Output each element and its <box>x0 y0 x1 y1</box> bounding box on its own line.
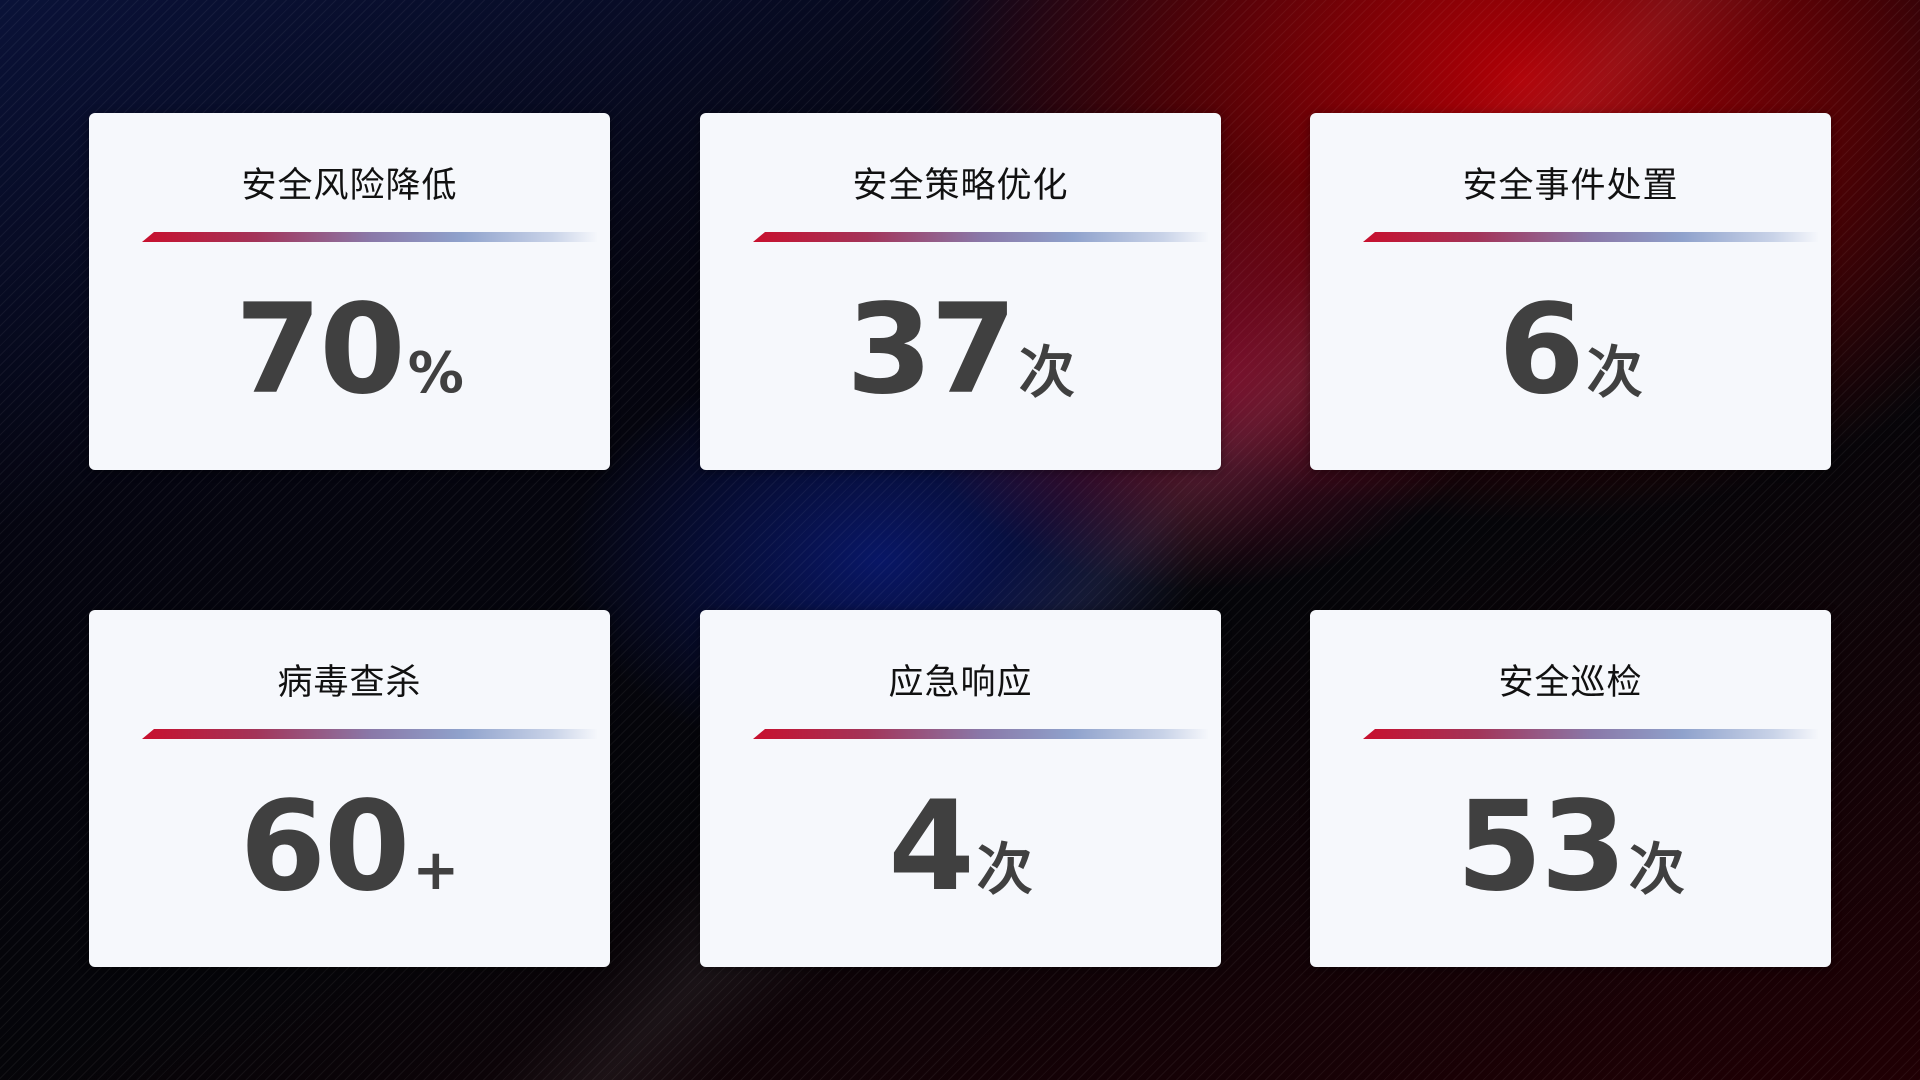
stat-value: 6次 <box>1310 278 1831 422</box>
stat-value: 4次 <box>700 775 1221 919</box>
stat-title: 安全事件处置 <box>1462 166 1679 206</box>
gradient-divider <box>1363 729 1819 739</box>
stat-title: 病毒查杀 <box>277 663 422 703</box>
stat-unit: 次 <box>1628 838 1685 903</box>
stat-value: 53次 <box>1310 775 1831 919</box>
stat-card: 病毒查杀 60+ <box>89 610 610 967</box>
stat-unit: % <box>407 341 464 406</box>
stat-number: 60 <box>239 775 411 919</box>
gradient-divider <box>142 729 598 739</box>
stat-title: 应急响应 <box>888 663 1033 703</box>
stat-number: 70 <box>235 278 406 422</box>
stat-unit: 次 <box>1018 341 1075 406</box>
stat-card: 应急响应 4次 <box>700 610 1221 967</box>
stat-number: 53 <box>1456 775 1627 919</box>
stat-card: 安全策略优化 37次 <box>700 113 1221 470</box>
stat-unit: + <box>412 838 460 903</box>
gradient-divider <box>753 729 1209 739</box>
stat-number: 6 <box>1498 278 1584 422</box>
stat-number: 37 <box>846 278 1017 422</box>
stat-value: 70% <box>89 278 610 422</box>
stat-unit: 次 <box>976 838 1033 903</box>
stat-title: 安全策略优化 <box>852 166 1069 206</box>
gradient-divider <box>753 232 1209 242</box>
stat-card: 安全巡检 53次 <box>1310 610 1831 967</box>
stat-card: 安全事件处置 6次 <box>1310 113 1831 470</box>
gradient-divider <box>1363 232 1819 242</box>
stat-title: 安全风险降低 <box>241 166 458 206</box>
stat-value: 37次 <box>700 278 1221 422</box>
stat-card: 安全风险降低 70% <box>89 113 610 470</box>
gradient-divider <box>142 232 598 242</box>
stat-title: 安全巡检 <box>1498 663 1643 703</box>
stat-unit: 次 <box>1586 341 1643 406</box>
stat-value: 60+ <box>89 775 610 919</box>
stat-number: 4 <box>888 775 974 919</box>
